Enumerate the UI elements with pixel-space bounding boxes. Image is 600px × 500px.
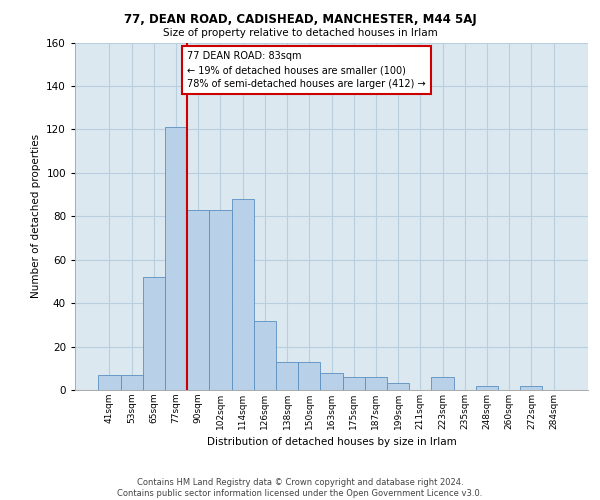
Bar [520, 386, 542, 390]
Text: 77, DEAN ROAD, CADISHEAD, MANCHESTER, M44 5AJ: 77, DEAN ROAD, CADISHEAD, MANCHESTER, M4… [124, 12, 476, 26]
Bar [98, 375, 121, 390]
Bar [209, 210, 232, 390]
Text: Size of property relative to detached houses in Irlam: Size of property relative to detached ho… [163, 28, 437, 38]
Bar [254, 320, 276, 390]
Y-axis label: Number of detached properties: Number of detached properties [31, 134, 41, 298]
Text: Contains HM Land Registry data © Crown copyright and database right 2024.
Contai: Contains HM Land Registry data © Crown c… [118, 478, 482, 498]
Bar [121, 375, 143, 390]
Bar [387, 384, 409, 390]
Bar [343, 377, 365, 390]
Bar [298, 362, 320, 390]
Bar [365, 377, 387, 390]
Bar [187, 210, 209, 390]
Bar [232, 199, 254, 390]
Text: 77 DEAN ROAD: 83sqm
← 19% of detached houses are smaller (100)
78% of semi-detac: 77 DEAN ROAD: 83sqm ← 19% of detached ho… [187, 51, 426, 89]
Bar [276, 362, 298, 390]
X-axis label: Distribution of detached houses by size in Irlam: Distribution of detached houses by size … [206, 438, 457, 448]
Bar [476, 386, 498, 390]
Bar [320, 372, 343, 390]
Bar [143, 277, 165, 390]
Bar [431, 377, 454, 390]
Bar [165, 127, 187, 390]
